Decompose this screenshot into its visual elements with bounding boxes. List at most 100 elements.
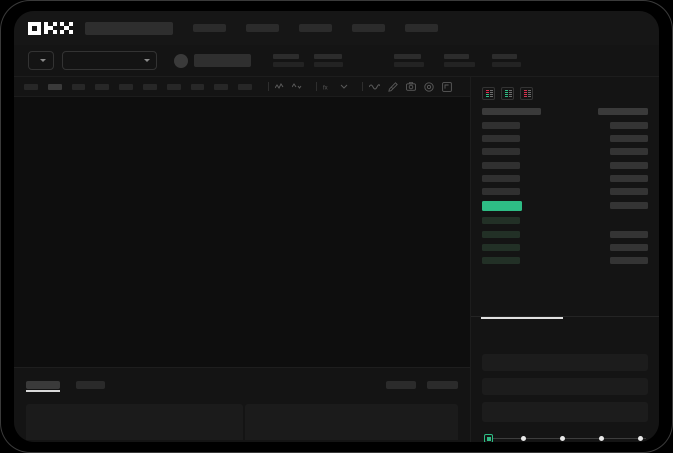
chevron-down-icon: [40, 59, 46, 62]
buy-sell-tab-bar: [471, 316, 659, 344]
candlestick-chart[interactable]: [14, 97, 470, 312]
price-chart-panel[interactable]: [14, 97, 470, 367]
pair-avatar: [174, 53, 188, 68]
orderbook-ask-qty: [610, 175, 648, 182]
tab-buy[interactable]: [471, 317, 565, 344]
stat-value: [273, 62, 304, 67]
nav-item-trade[interactable]: [246, 24, 279, 32]
chevron-down-icon: [144, 59, 150, 62]
toolbar-divider: [267, 82, 269, 91]
orderbook-bid-qty: [610, 257, 648, 264]
orderbook-mode-bids[interactable]: [501, 87, 514, 100]
slider-stop-100[interactable]: [638, 435, 643, 441]
orderbook-bid-row[interactable]: [482, 217, 520, 224]
timeframe-1m[interactable]: [24, 83, 38, 90]
slider-handle[interactable]: [484, 434, 493, 442]
orderbook-bid-qty: [610, 231, 648, 238]
tab-open-orders[interactable]: [26, 381, 60, 389]
stat-label: [273, 54, 299, 59]
last-price-group: [174, 53, 251, 68]
timeframe-1d[interactable]: [166, 83, 181, 90]
orderbook-bid-row[interactable]: [482, 257, 520, 264]
timeframe-4h[interactable]: [142, 83, 157, 90]
market-stat-3: [394, 54, 424, 67]
timeframe-more[interactable]: [238, 83, 252, 90]
timeframe-1w[interactable]: [190, 83, 205, 90]
order-price-field[interactable]: [482, 378, 648, 395]
orderbook-ask-qty: [610, 122, 648, 129]
orderbook-bid-qty: [610, 244, 648, 251]
top-navigation-bar: [14, 11, 659, 45]
nav-item-assets[interactable]: [352, 24, 385, 32]
timeframe-5m[interactable]: [47, 83, 62, 90]
toolbar-divider: [361, 82, 363, 91]
orderbook-ask-row[interactable]: [482, 135, 520, 142]
orders-card-right[interactable]: [244, 404, 458, 440]
orderbook-header-amount: [598, 108, 648, 115]
logo-letter-k: [44, 21, 57, 35]
orderbook-ask-qty: [610, 188, 648, 195]
orders-filter-button[interactable]: [386, 381, 416, 389]
nav-item-more[interactable]: [405, 24, 438, 32]
slider-stop-75[interactable]: [599, 435, 604, 441]
tab-sell[interactable]: [565, 317, 659, 344]
okx-logo-icon[interactable]: [28, 21, 73, 35]
market-stat-2: [314, 54, 343, 67]
orderbook-ask-row[interactable]: [482, 188, 520, 195]
fullscreen-icon[interactable]: [442, 81, 452, 92]
nav-item-markets[interactable]: [193, 24, 226, 32]
orders-card-left[interactable]: [26, 404, 243, 440]
timeframe-1h[interactable]: [119, 83, 133, 90]
orderbook-mode-asks[interactable]: [520, 87, 533, 100]
spot-trading-dropdown[interactable]: [28, 51, 54, 70]
active-side-tab-underline: [481, 317, 563, 319]
orderbook-ask-row[interactable]: [482, 175, 520, 182]
indicator-dropdown-icon[interactable]: [340, 83, 348, 90]
orders-cancel-all-button[interactable]: [427, 381, 458, 389]
tab-order-history[interactable]: [76, 381, 105, 389]
orderbook-ask-qty: [610, 162, 648, 169]
drawing-tools-icon[interactable]: [388, 81, 398, 92]
tablet-screen: fx: [14, 11, 659, 442]
market-stat-1: [273, 54, 304, 67]
line-chart-icon[interactable]: [274, 83, 284, 90]
orderbook-ask-qty: [610, 148, 648, 155]
slider-stop-50[interactable]: [560, 435, 565, 441]
timeframe-15m[interactable]: [71, 83, 86, 90]
orderbook-bid-row[interactable]: [482, 231, 520, 238]
trading-pair-select[interactable]: [62, 51, 157, 70]
order-book-rows[interactable]: [471, 108, 659, 310]
line-chart-dropdown-icon[interactable]: [291, 83, 302, 90]
active-tab-underline: [26, 390, 60, 392]
timeframe-1M[interactable]: [214, 83, 229, 90]
volume-histogram: [14, 299, 470, 351]
orderbook-ask-row[interactable]: [482, 122, 520, 129]
stat-label: [394, 54, 421, 59]
indicator-icon[interactable]: fx: [323, 83, 332, 91]
stat-label: [492, 54, 517, 59]
screenshot-icon[interactable]: [405, 82, 416, 91]
order-amount-slider[interactable]: [484, 434, 646, 442]
market-stat-4: [444, 54, 475, 67]
orders-tab-bar: [14, 368, 470, 394]
order-book-panel: [470, 77, 659, 442]
order-book-depth-overlay: [414, 97, 470, 289]
orderbook-ask-row[interactable]: [482, 148, 520, 155]
search-input[interactable]: [85, 21, 173, 35]
orders-panel: [14, 367, 470, 442]
orderbook-bid-row[interactable]: [482, 244, 520, 251]
orderbook-mode-both[interactable]: [482, 87, 495, 100]
stat-value: [314, 62, 343, 67]
timeframe-30m[interactable]: [95, 83, 110, 90]
orderbook-current-price[interactable]: [482, 201, 522, 211]
slider-stop-25[interactable]: [521, 435, 526, 441]
stat-value: [394, 62, 424, 67]
order-type-field[interactable]: [482, 354, 648, 371]
orderbook-ask-row[interactable]: [482, 162, 520, 169]
order-amount-field[interactable]: [482, 402, 648, 422]
nav-item-earn[interactable]: [299, 24, 332, 32]
wave-icon[interactable]: [368, 83, 380, 90]
stat-label: [314, 54, 342, 59]
stat-value: [492, 62, 521, 67]
chart-settings-icon[interactable]: [424, 81, 434, 92]
